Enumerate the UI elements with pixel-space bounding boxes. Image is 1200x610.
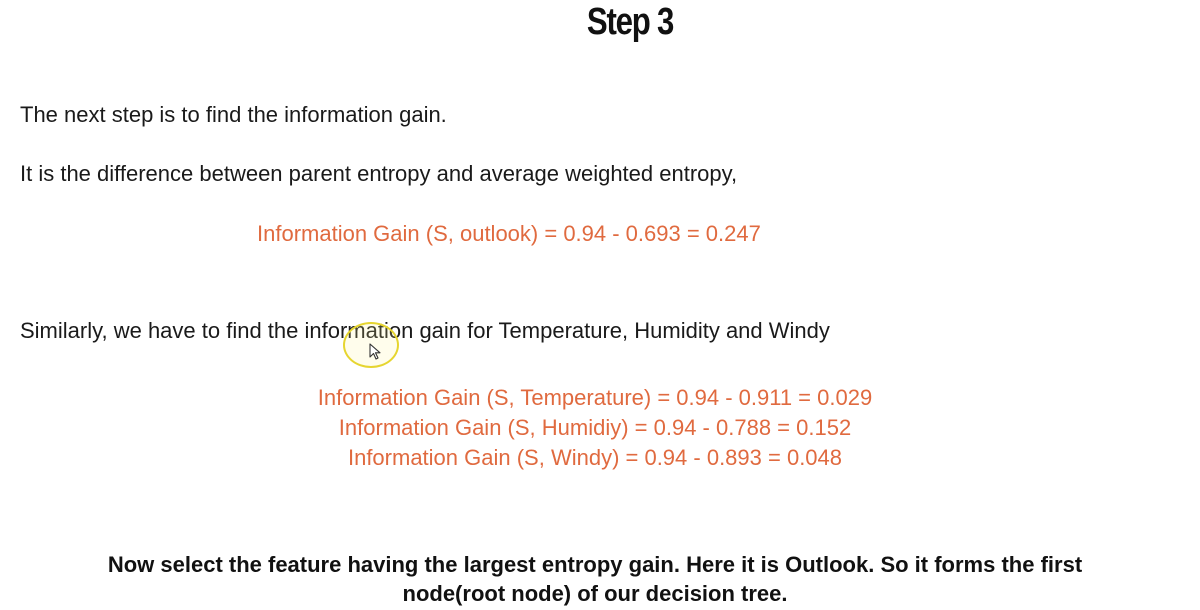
conclusion-line-1: Now select the feature having the larges… xyxy=(107,552,1083,577)
conclusion-line-2: node(root node) of our decision tree. xyxy=(402,581,788,606)
formula-windy: Information Gain (S, Windy) = 0.94 - 0.8… xyxy=(347,445,843,470)
page-title: Step 3 xyxy=(586,1,674,43)
cursor-highlight-ring xyxy=(343,322,399,368)
formula-list: Information Gain (S, Temperature) = 0.94… xyxy=(210,383,980,473)
formula-temperature: Information Gain (S, Temperature) = 0.94… xyxy=(317,385,873,410)
conclusion-text: Now select the feature having the larges… xyxy=(20,550,1170,608)
formula-outlook: Information Gain (S, outlook) = 0.94 - 0… xyxy=(257,221,761,246)
intro-text: The next step is to find the information… xyxy=(20,102,447,127)
definition-text: It is the difference between parent entr… xyxy=(20,161,738,186)
similarly-text: Similarly, we have to find the informati… xyxy=(20,318,830,343)
mouse-pointer-icon xyxy=(369,343,381,360)
formula-humidity: Information Gain (S, Humidiy) = 0.94 - 0… xyxy=(338,415,852,440)
